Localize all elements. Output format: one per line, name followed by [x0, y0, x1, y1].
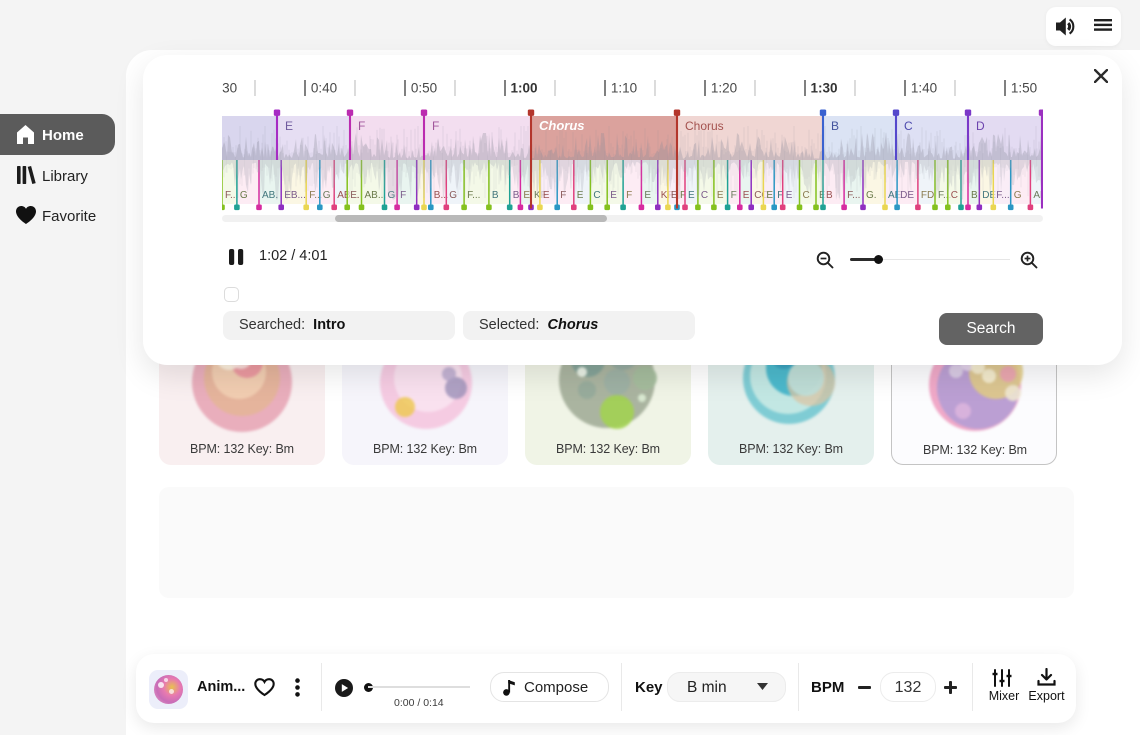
svg-text:B: B	[826, 190, 833, 201]
svg-text:Chorus: Chorus	[685, 119, 724, 133]
svg-text:E: E	[523, 190, 530, 201]
svg-text:EB...: EB...	[284, 190, 306, 201]
svg-text:0:30: 0:30	[222, 81, 237, 96]
svg-text:C: C	[803, 190, 810, 201]
svg-text:B: B	[831, 119, 839, 133]
svg-text:F: F	[358, 119, 365, 133]
svg-text:Chorus: Chorus	[539, 118, 585, 133]
svg-text:G: G	[323, 190, 331, 201]
svg-text:E: E	[688, 190, 695, 201]
svg-text:DE: DE	[900, 190, 914, 201]
svg-text:C: C	[593, 190, 600, 201]
svg-text:F: F	[560, 190, 566, 201]
svg-text:C: C	[951, 190, 958, 201]
svg-text:AE: AE	[888, 190, 902, 201]
svg-text:DE: DE	[982, 190, 996, 201]
svg-text:0:50: 0:50	[411, 81, 437, 96]
svg-text:AB.: AB.	[262, 190, 278, 201]
svg-text:B: B	[971, 190, 978, 201]
svg-text:0:40: 0:40	[311, 81, 337, 96]
svg-text:D: D	[976, 119, 985, 133]
svg-text:1:30: 1:30	[810, 81, 837, 96]
svg-text:F...: F...	[938, 190, 951, 201]
svg-text:E: E	[717, 190, 724, 201]
svg-text:E: E	[543, 190, 550, 201]
svg-text:B: B	[492, 190, 499, 201]
svg-text:E: E	[610, 190, 617, 201]
svg-text:C: C	[701, 190, 708, 201]
svg-text:G: G	[240, 190, 248, 201]
svg-text:AB...: AB...	[365, 190, 387, 201]
svg-text:C: C	[904, 119, 913, 133]
svg-text:F...: F...	[309, 190, 322, 201]
svg-text:E: E	[644, 190, 651, 201]
svg-text:B...: B...	[434, 190, 449, 201]
svg-text:E: E	[577, 190, 584, 201]
svg-text:E: E	[786, 190, 793, 201]
svg-text:1:20: 1:20	[711, 81, 737, 96]
svg-text:F: F	[626, 190, 632, 201]
svg-text:G: G	[1014, 190, 1022, 201]
svg-text:1:00: 1:00	[510, 81, 537, 96]
svg-text:F: F	[731, 190, 737, 201]
svg-text:F...: F...	[847, 190, 860, 201]
svg-text:E: E	[671, 190, 678, 201]
svg-text:F...: F...	[467, 190, 480, 201]
svg-text:E: E	[766, 190, 773, 201]
svg-text:F: F	[680, 190, 686, 201]
svg-text:1:50: 1:50	[1011, 81, 1037, 96]
svg-text:G: G	[388, 190, 396, 201]
svg-text:G.: G.	[866, 190, 877, 201]
svg-text:F: F	[432, 119, 439, 133]
svg-text:E: E	[743, 190, 750, 201]
svg-text:E: E	[285, 119, 293, 133]
svg-text:B: B	[513, 190, 520, 201]
svg-text:FD: FD	[921, 190, 934, 201]
svg-text:F: F	[777, 190, 783, 201]
svg-text:ABm: ABm	[1033, 190, 1043, 201]
svg-text:F...: F...	[225, 190, 238, 201]
svg-text:G: G	[449, 190, 457, 201]
svg-text:F...: F...	[996, 190, 1009, 201]
svg-text:1:40: 1:40	[911, 81, 937, 96]
svg-text:E.: E.	[350, 190, 359, 201]
svg-text:F: F	[400, 190, 406, 201]
svg-text:CC: CC	[754, 190, 768, 201]
svg-text:1:10: 1:10	[611, 81, 637, 96]
